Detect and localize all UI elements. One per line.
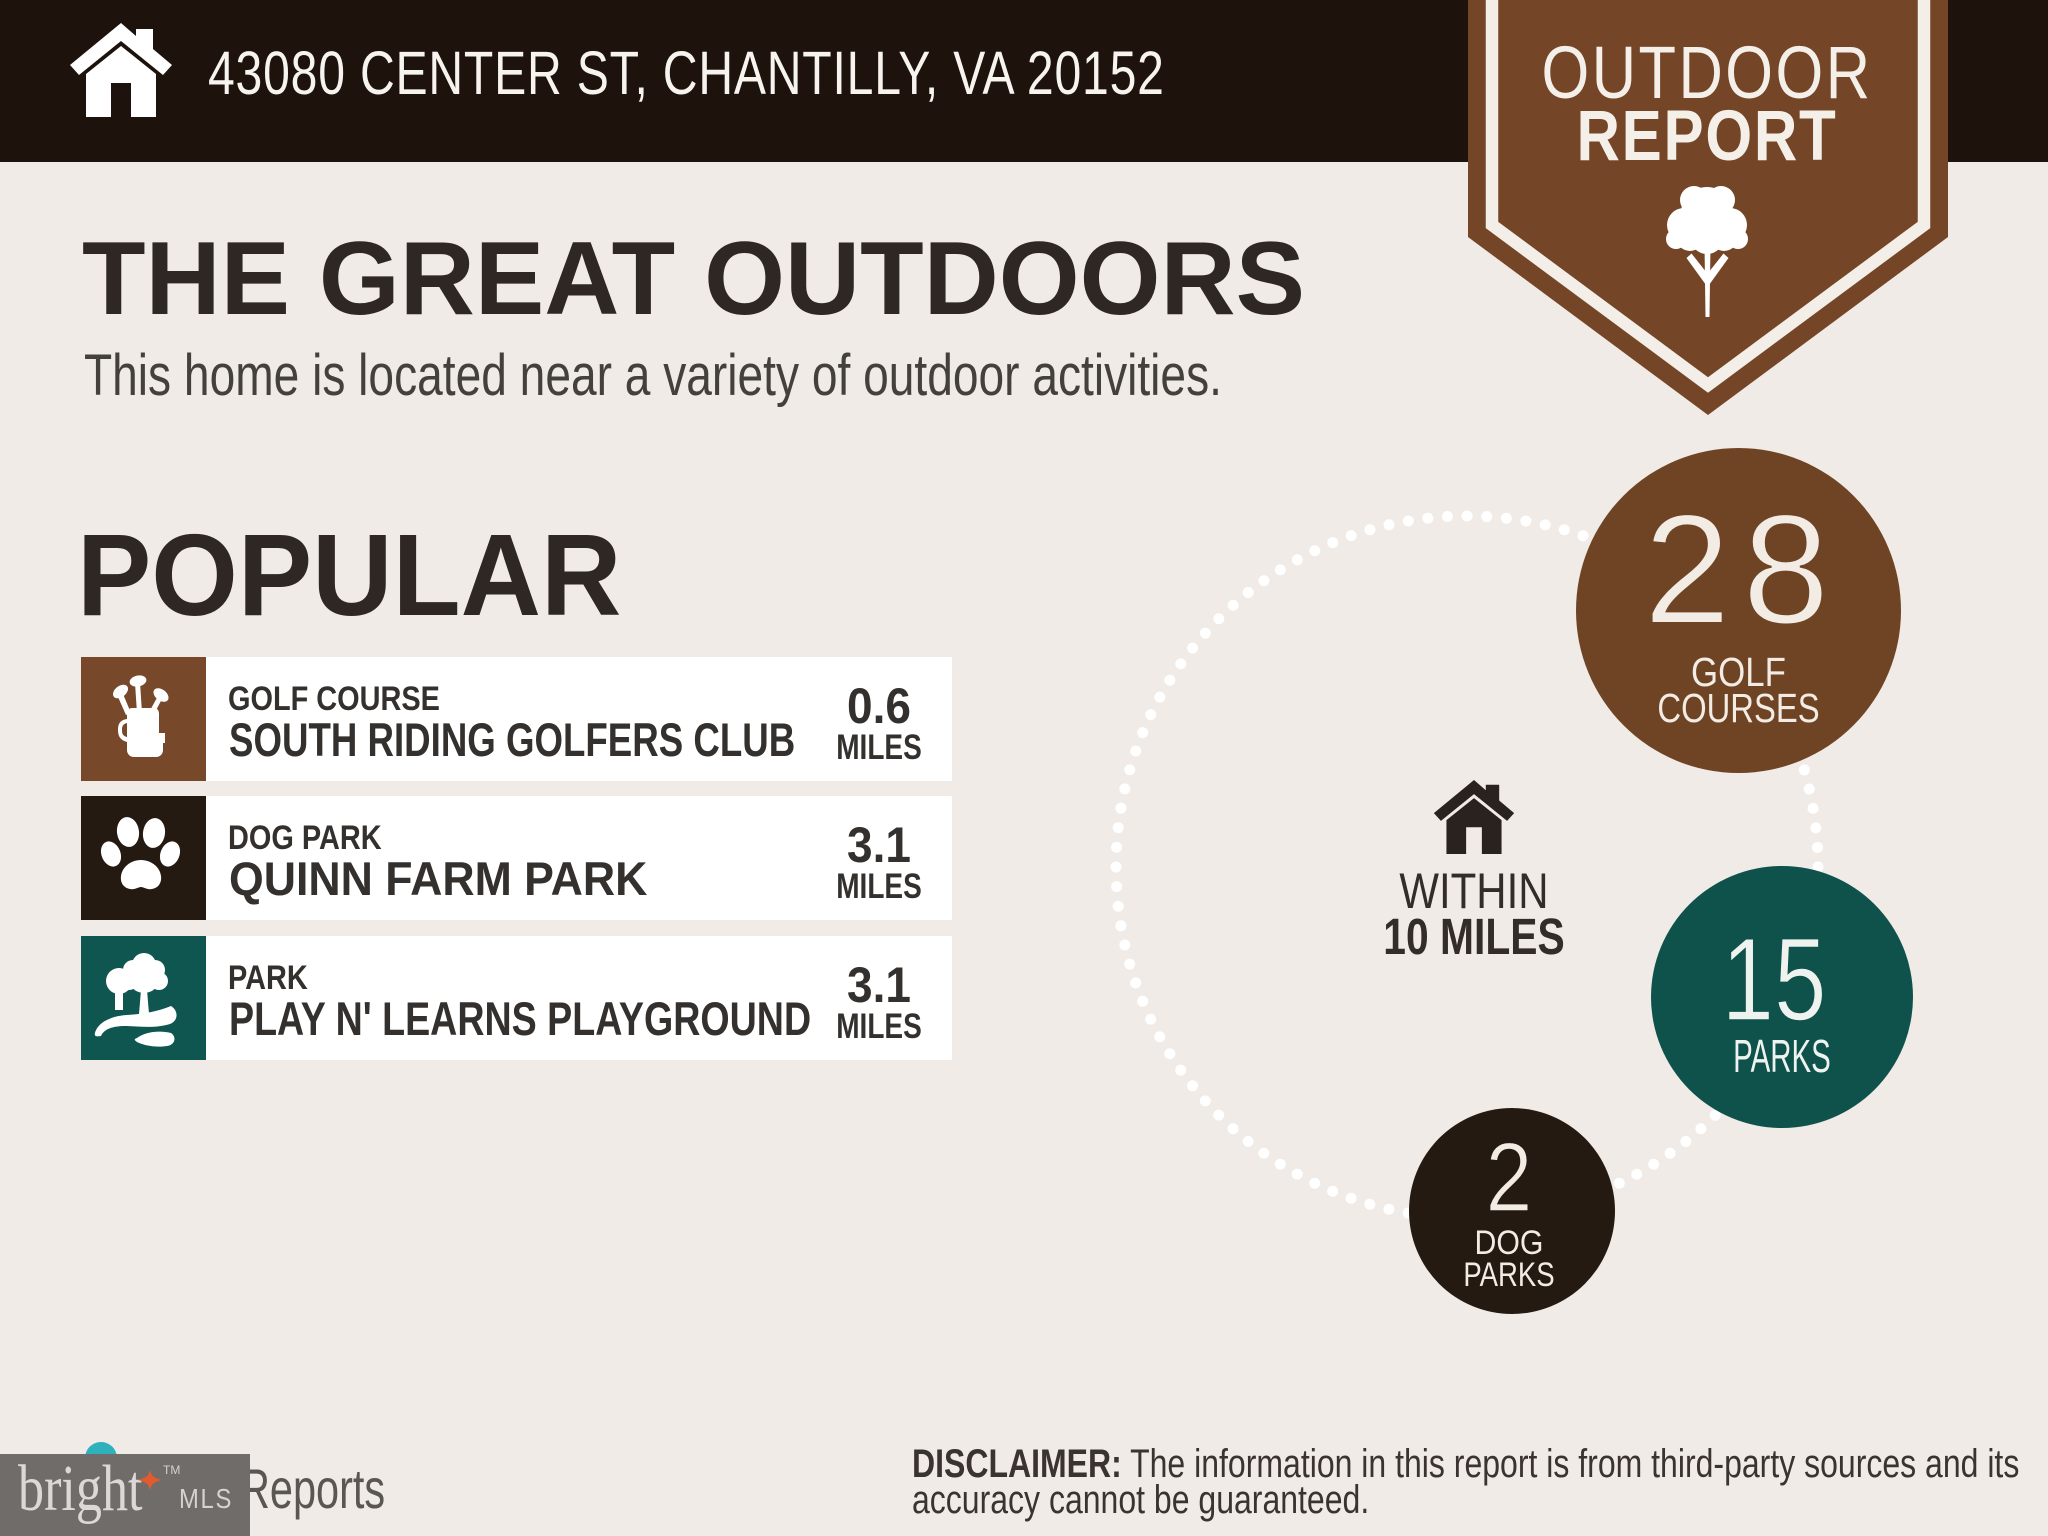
svg-text:REPORT: REPORT	[1577, 97, 1838, 176]
svg-text:OUTDOOR: OUTDOOR	[1542, 31, 1873, 114]
